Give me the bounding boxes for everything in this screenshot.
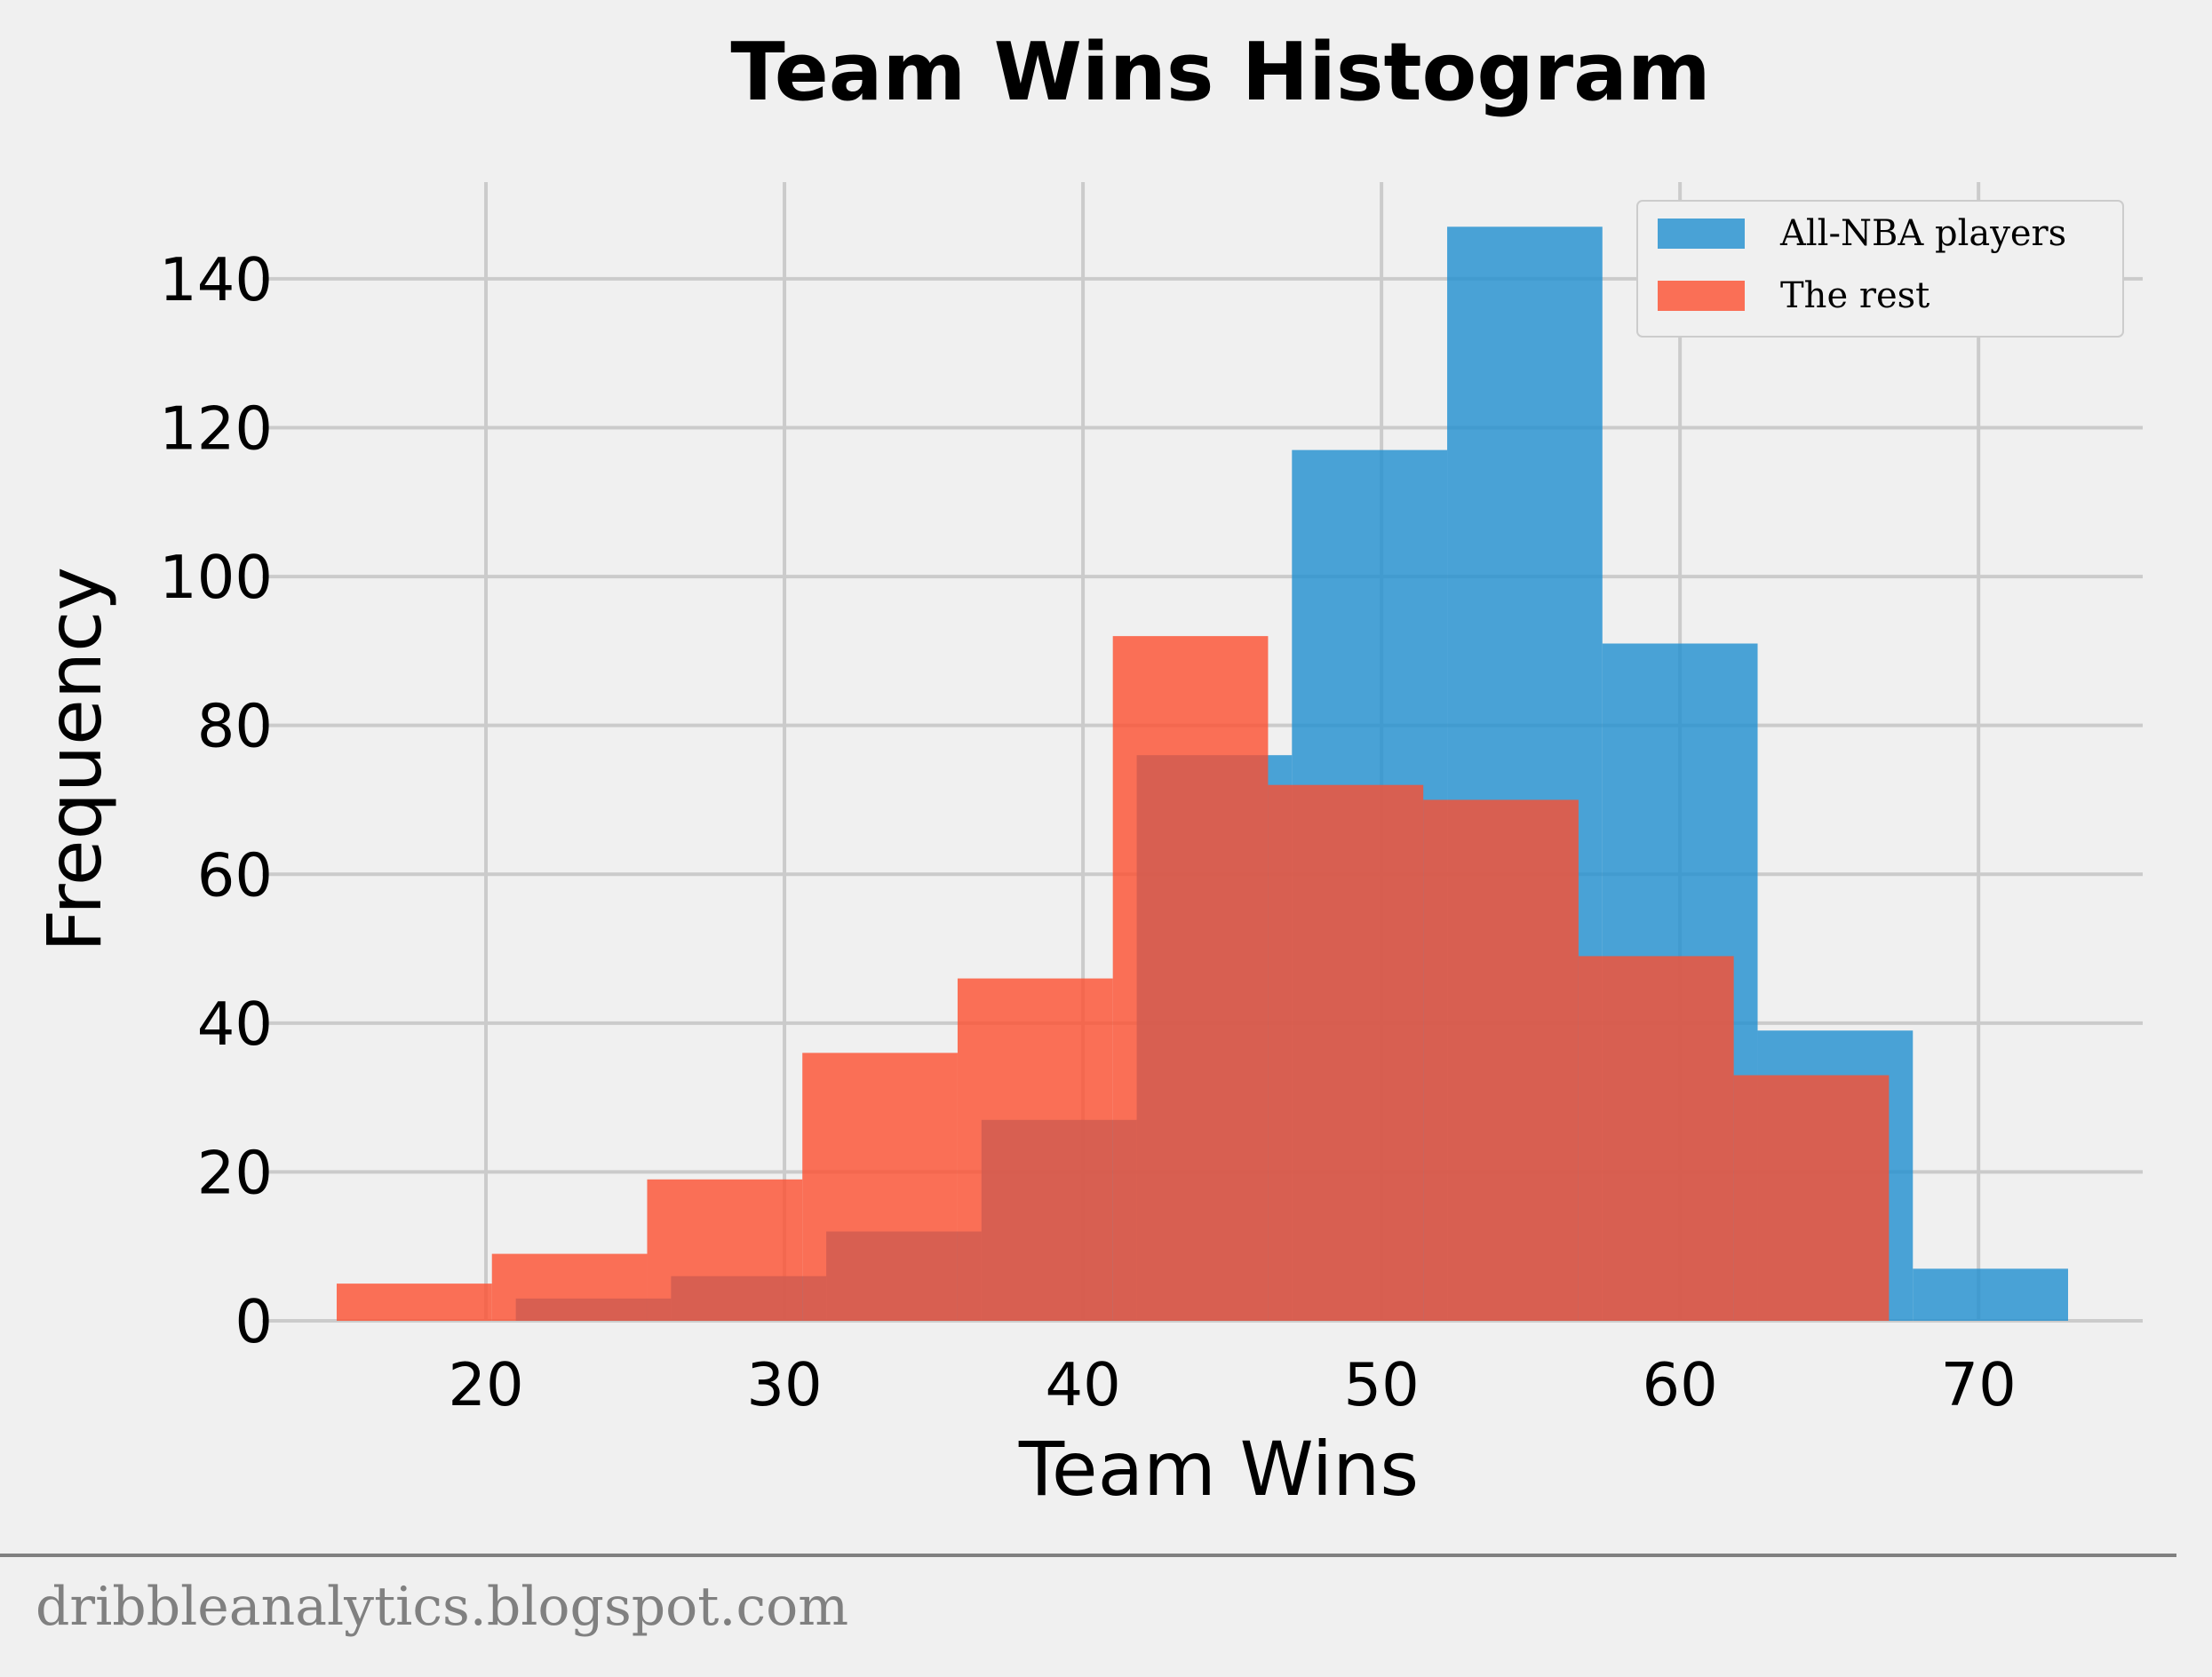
x-tick-label: 30	[746, 1350, 822, 1419]
footer-watermark: dribbleanalytics.blogspot.com	[36, 1576, 848, 1638]
y-tick-label: 140	[159, 245, 273, 314]
y-tick-label: 0	[235, 1287, 273, 1356]
histogram-bar-the-rest	[957, 978, 1113, 1321]
histogram-bar-the-rest	[337, 1284, 492, 1321]
legend-swatch-all-nba	[1658, 219, 1745, 249]
y-tick-label: 60	[197, 840, 273, 910]
legend-label-all-nba: All-NBA players	[1779, 213, 2066, 254]
legend-swatch-the-rest	[1658, 281, 1745, 311]
histogram-bar-the-rest	[1578, 956, 1734, 1321]
histogram-bar-the-rest	[1733, 1075, 1890, 1321]
histogram-bar-the-rest	[647, 1179, 803, 1321]
x-axis-label: Team Wins	[1018, 1426, 1419, 1513]
histogram-bar-the-rest	[1423, 799, 1579, 1321]
tick-labels: 20 30 40 50 60 70 0 20 40 60 80 100 120 140	[159, 245, 2017, 1419]
histogram-bar-the-rest	[802, 1053, 958, 1321]
x-tick-label: 20	[448, 1350, 523, 1419]
y-axis-label: Frequency	[31, 567, 118, 952]
x-tick-label: 40	[1045, 1350, 1120, 1419]
x-tick-label: 70	[1941, 1350, 2017, 1419]
y-tick-label: 40	[197, 990, 273, 1059]
histogram-bar-all-nba	[1913, 1268, 2068, 1321]
legend-label-the-rest: The rest	[1780, 275, 1930, 316]
x-tick-label: 60	[1643, 1350, 1718, 1419]
y-tick-label: 80	[197, 692, 273, 761]
x-tick-label: 50	[1343, 1350, 1419, 1419]
histogram-bar-the-rest	[1268, 784, 1424, 1321]
histogram-bar-the-rest	[491, 1253, 648, 1321]
chart-title: Team Wins Histogram	[730, 26, 1710, 119]
histogram-bar-the-rest	[1112, 636, 1269, 1321]
y-tick-label: 120	[159, 394, 273, 464]
legend-frame	[1636, 200, 2124, 338]
y-tick-label: 20	[197, 1138, 273, 1207]
legend: All-NBA players The rest	[1636, 200, 2124, 338]
histogram-bars	[337, 227, 2068, 1321]
y-tick-label: 100	[159, 543, 273, 612]
